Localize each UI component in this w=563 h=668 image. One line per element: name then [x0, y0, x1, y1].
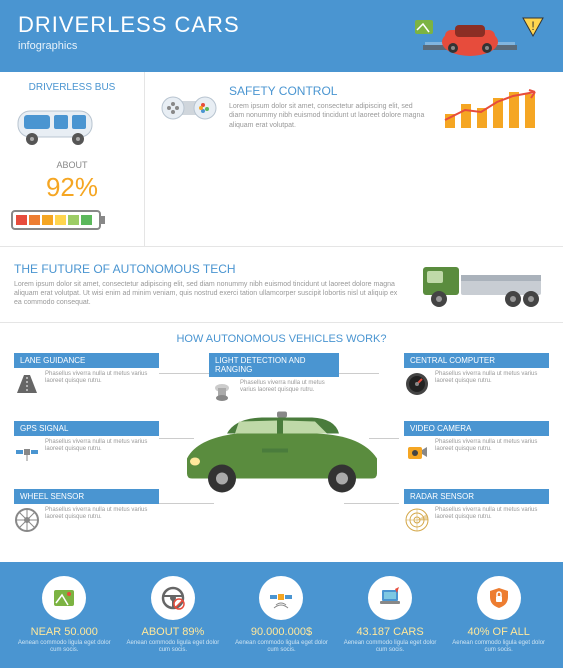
map-icon: [42, 576, 86, 620]
feature-text: Phasellus viverra nulla ut metus varius …: [435, 371, 549, 385]
feature-video-camera: VIDEO CAMERA Phasellus viverra nulla ut …: [404, 421, 549, 465]
connector-line: [159, 503, 214, 504]
safety-column: SAFETY CONTROL Lorem ipsum dolor sit ame…: [145, 72, 563, 246]
percent-value: 92%: [10, 172, 134, 203]
stat-item: 43.187 CARS Aenean commodo ligula eget d…: [336, 576, 445, 654]
road-icon: [14, 371, 40, 397]
safety-body: Lorem ipsum dolor sit amet, consectetur …: [229, 102, 429, 129]
feature-text: Phasellus viverra nulla ut metus varius …: [45, 507, 159, 521]
bus-title: DRIVERLESS BUS: [10, 82, 134, 93]
feature-lidar: LIGHT DETECTION AND RANGING Phasellus vi…: [209, 353, 339, 406]
future-row: THE FUTURE OF AUTONOMOUS TECH Lorem ipsu…: [0, 247, 563, 323]
stat-item: NEAR 50.000 Aenean commodo ligula eget d…: [10, 576, 119, 654]
feature-label: LIGHT DETECTION AND RANGING: [209, 353, 339, 377]
stat-item: ABOUT 89% Aenean commodo ligula eget dol…: [119, 576, 228, 654]
bus-icon: [10, 99, 100, 149]
stat-body: Aenean commodo ligula eget dolor cum soc…: [227, 640, 336, 654]
about-label: ABOUT: [10, 160, 134, 170]
stat-value: 90.000.000$: [227, 626, 336, 638]
feature-text: Phasellus viverra nulla ut metus varius …: [45, 439, 159, 453]
feature-label: GPS SIGNAL: [14, 421, 159, 436]
steering-icon: [151, 576, 195, 620]
stat-value: 40% OF ALL: [444, 626, 553, 638]
stat-value: ABOUT 89%: [119, 626, 228, 638]
future-body: Lorem ipsum dolor sit amet, consectetur …: [14, 280, 405, 307]
feature-central-computer: CENTRAL COMPUTER Phasellus viverra nulla…: [404, 353, 549, 397]
camera-icon: [404, 439, 430, 465]
feature-label: WHEEL SENSOR: [14, 489, 159, 504]
future-title: THE FUTURE OF AUTONOMOUS TECH: [14, 262, 405, 276]
stats-row: NEAR 50.000 Aenean commodo ligula eget d…: [0, 562, 563, 668]
how-grid: LANE GUIDANCE Phasellus viverra nulla ut…: [14, 353, 549, 548]
feature-gps: GPS SIGNAL Phasellus viverra nulla ut me…: [14, 421, 159, 465]
satellite-icon: [14, 439, 40, 465]
stat-body: Aenean commodo ligula eget dolor cum soc…: [119, 640, 228, 654]
feature-label: LANE GUIDANCE: [14, 353, 159, 368]
radar-icon: [404, 507, 430, 533]
feature-text: Phasellus viverra nulla ut metus varius …: [435, 507, 549, 521]
connector-line: [339, 373, 379, 374]
feature-label: CENTRAL COMPUTER: [404, 353, 549, 368]
header-car-icon: !: [415, 10, 545, 60]
wheel-icon: [14, 507, 40, 533]
feature-text: Phasellus viverra nulla ut metus varius …: [240, 380, 339, 394]
bus-column: DRIVERLESS BUS ABOUT 92%: [0, 72, 145, 246]
mini-chart: [439, 82, 549, 132]
stat-item: 40% OF ALL Aenean commodo ligula eget do…: [444, 576, 553, 654]
connector-line: [369, 438, 399, 439]
svg-text:!: !: [531, 19, 534, 33]
lidar-icon: [209, 380, 235, 406]
sat-icon: [259, 576, 303, 620]
stat-item: 90.000.000$ Aenean commodo ligula eget d…: [227, 576, 336, 654]
feature-label: RADAR SENSOR: [404, 489, 549, 504]
connector-line: [159, 373, 209, 374]
car-main-icon: [167, 403, 397, 498]
joystick-icon: [159, 87, 219, 127]
how-section: HOW AUTONOMOUS VEHICLES WORK? LANE GUIDA…: [0, 323, 563, 562]
battery-icon: [10, 209, 110, 231]
feature-text: Phasellus viverra nulla ut metus varius …: [45, 371, 159, 385]
connector-line: [159, 438, 194, 439]
infographic-root: DRIVERLESS CARS infographics ! DRIVERLES…: [0, 0, 563, 668]
feature-label: VIDEO CAMERA: [404, 421, 549, 436]
how-title: HOW AUTONOMOUS VEHICLES WORK?: [14, 333, 549, 345]
gauge-icon: [404, 371, 430, 397]
header: DRIVERLESS CARS infographics !: [0, 0, 563, 72]
feature-lane-guidance: LANE GUIDANCE Phasellus viverra nulla ut…: [14, 353, 159, 397]
row-1: DRIVERLESS BUS ABOUT 92%: [0, 72, 563, 247]
feature-radar: RADAR SENSOR Phasellus viverra nulla ut …: [404, 489, 549, 533]
laptop-icon: [368, 576, 412, 620]
safety-title: SAFETY CONTROL: [229, 84, 429, 98]
stat-body: Aenean commodo ligula eget dolor cum soc…: [10, 640, 119, 654]
stat-value: NEAR 50.000: [10, 626, 119, 638]
shield-icon: [477, 576, 521, 620]
stat-body: Aenean commodo ligula eget dolor cum soc…: [336, 640, 445, 654]
connector-line: [344, 503, 399, 504]
feature-text: Phasellus viverra nulla ut metus varius …: [435, 439, 549, 453]
truck-icon: [419, 257, 549, 312]
stat-value: 43.187 CARS: [336, 626, 445, 638]
stat-body: Aenean commodo ligula eget dolor cum soc…: [444, 640, 553, 654]
feature-wheel-sensor: WHEEL SENSOR Phasellus viverra nulla ut …: [14, 489, 159, 533]
